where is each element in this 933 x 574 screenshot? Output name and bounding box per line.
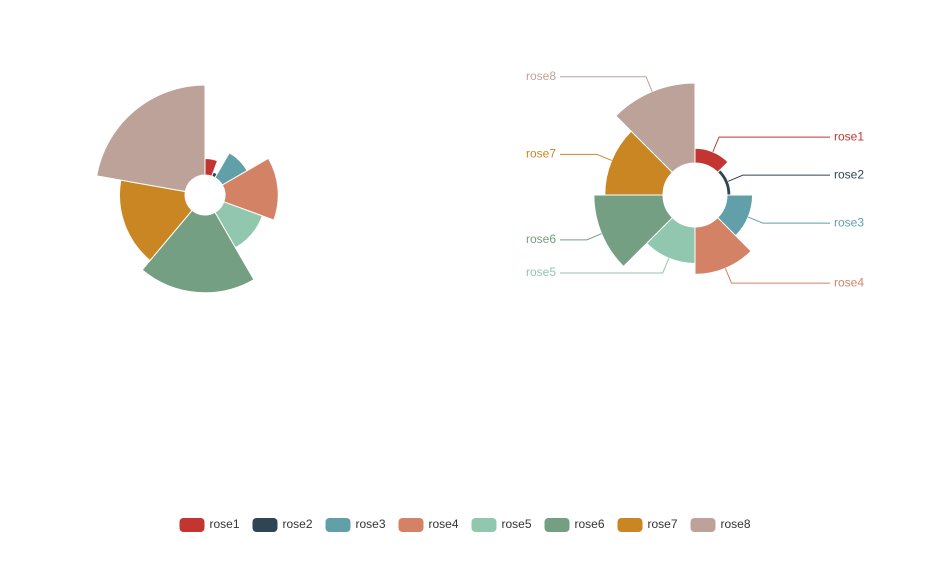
legend-label: rose6 — [575, 517, 605, 531]
legend-swatch — [398, 518, 424, 532]
legend-swatch — [690, 518, 716, 532]
legend-item-rose5[interactable]: rose5 — [471, 517, 532, 532]
legend-item-rose2[interactable]: rose2 — [252, 517, 313, 532]
slice-label-rose7: rose7 — [526, 147, 556, 161]
legend-item-rose1[interactable]: rose1 — [179, 517, 240, 532]
legend-label: rose2 — [283, 517, 313, 531]
rose-slice-rose4[interactable] — [221, 157, 279, 221]
slice-label-rose8: rose8 — [526, 69, 556, 83]
slice-label-rose4: rose4 — [834, 275, 864, 289]
rose-chart-area: rose1 rose2 rose3 rose4 rose5 rose6 rose7 rose8 — [526, 69, 864, 289]
label-line-rose7 — [560, 153, 612, 161]
legend-swatch — [179, 518, 205, 532]
legend-label: rose8 — [721, 517, 751, 531]
rose-slice-rose8[interactable] — [96, 84, 206, 193]
label-line-rose4 — [724, 268, 830, 284]
rose-slice-rose2[interactable] — [716, 168, 732, 196]
legend-item-rose4[interactable]: rose4 — [398, 517, 459, 532]
slice-label-rose3: rose3 — [834, 215, 864, 229]
slice-label-rose2: rose2 — [834, 167, 864, 181]
slice-label-rose1: rose1 — [834, 129, 864, 143]
legend-item-rose7[interactable]: rose7 — [617, 517, 678, 532]
label-line-rose5 — [560, 258, 670, 274]
legend-label: rose5 — [502, 517, 532, 531]
rose-slice-rose4[interactable] — [694, 216, 752, 275]
rose-slice-rose6[interactable] — [141, 209, 255, 294]
legend-item-rose6[interactable]: rose6 — [544, 517, 605, 532]
legend-swatch — [325, 518, 351, 532]
label-line-rose6 — [560, 233, 602, 241]
slice-label-rose6: rose6 — [526, 232, 556, 246]
legend-item-rose3[interactable]: rose3 — [325, 517, 386, 532]
legend-label: rose4 — [429, 517, 459, 531]
rose-slice-rose7[interactable] — [118, 179, 193, 262]
rose-slice-rose6[interactable] — [593, 194, 674, 268]
label-line-rose1 — [712, 136, 830, 153]
legend-swatch — [252, 518, 278, 532]
rose-slice-rose8[interactable] — [615, 82, 696, 174]
legend-label: rose7 — [648, 517, 678, 531]
legend-label: rose1 — [210, 517, 240, 531]
legend-swatch — [617, 518, 643, 532]
chart-legend: rose1 rose2 rose3 rose4 rose5 rose6 rose7 rose8 — [179, 517, 751, 532]
slice-label-rose5: rose5 — [526, 265, 556, 279]
rose-slice-rose1[interactable] — [694, 147, 729, 174]
legend-label: rose3 — [356, 517, 386, 531]
label-line-rose8 — [560, 76, 653, 92]
legend-swatch — [471, 518, 497, 532]
legend-item-rose8[interactable]: rose8 — [690, 517, 751, 532]
legend-swatch — [544, 518, 570, 532]
label-line-rose2 — [727, 174, 830, 182]
rose-chart-radius — [96, 84, 279, 294]
label-line-rose3 — [748, 216, 830, 224]
